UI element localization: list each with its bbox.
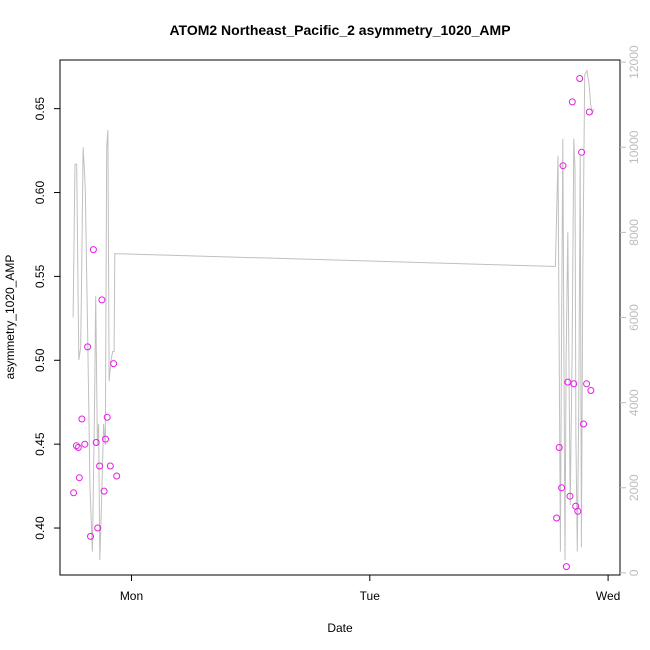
data-point [98, 296, 106, 304]
data-point [580, 420, 587, 428]
data-point [113, 472, 121, 480]
y-tick-label: 0.55 [33, 264, 47, 288]
data-point [72, 442, 80, 450]
series-line [72, 69, 595, 561]
data-point [562, 563, 570, 571]
data-point [555, 444, 563, 451]
data-point [75, 474, 83, 482]
data-point [568, 98, 576, 106]
data-point [583, 380, 591, 388]
data-point [102, 435, 109, 443]
data-point [559, 162, 567, 170]
data-point [566, 492, 574, 500]
y-tick-label: 0.60 [33, 181, 47, 205]
y2-tick-label: 10000 [627, 130, 641, 164]
y2-tick-label: 8000 [627, 219, 641, 246]
y-tick-label: 0.50 [33, 348, 47, 372]
y-axis-left: 0.40 0.45 0.50 0.55 0.60 0.65 [33, 97, 60, 540]
data-point [94, 524, 102, 532]
data-point [110, 360, 118, 368]
data-point [553, 514, 561, 522]
x-tick-label: Mon [120, 589, 143, 603]
data-point [89, 246, 97, 254]
y2-tick-label: 0 [627, 569, 641, 576]
series-points-layer [70, 75, 595, 571]
data-point [87, 532, 94, 540]
data-point [576, 75, 584, 82]
data-point [84, 343, 92, 351]
data-point [587, 387, 595, 394]
data-point [585, 108, 593, 116]
data-point [96, 462, 104, 470]
x-axis-label: Date [327, 621, 353, 635]
x-tick-label: Wed [596, 589, 620, 603]
chart-title: ATOM2 Northeast_Pacific_2 asymmetry_1020… [169, 22, 510, 38]
data-point [574, 507, 582, 515]
series-line-layer [72, 69, 595, 561]
plot-frame [59, 59, 621, 576]
y-tick-label: 0.45 [33, 432, 47, 456]
x-axis: Mon Tue Wed [120, 574, 620, 603]
data-point [92, 439, 100, 446]
data-point [81, 440, 89, 448]
data-point [570, 380, 578, 388]
y2-tick-label: 6000 [627, 304, 641, 331]
y2-tick-label: 12000 [627, 45, 641, 79]
data-point [558, 484, 566, 492]
data-point [70, 489, 78, 497]
y-tick-label: 0.40 [33, 516, 47, 540]
data-point [103, 413, 111, 421]
data-point [74, 444, 82, 451]
plot-area [59, 59, 621, 576]
y-tick-label: 0.65 [33, 97, 47, 121]
data-point [106, 462, 114, 470]
data-point [578, 148, 586, 156]
y-axis-right: 0 2000 4000 6000 8000 10000 12000 [620, 45, 641, 576]
data-point [78, 415, 86, 423]
data-point [100, 487, 108, 495]
x-tick-label: Tue [360, 589, 381, 603]
y-axis-label: asymmetry_1020_AMP [3, 255, 17, 380]
y2-tick-label: 4000 [627, 389, 641, 416]
y2-tick-label: 2000 [627, 474, 641, 501]
